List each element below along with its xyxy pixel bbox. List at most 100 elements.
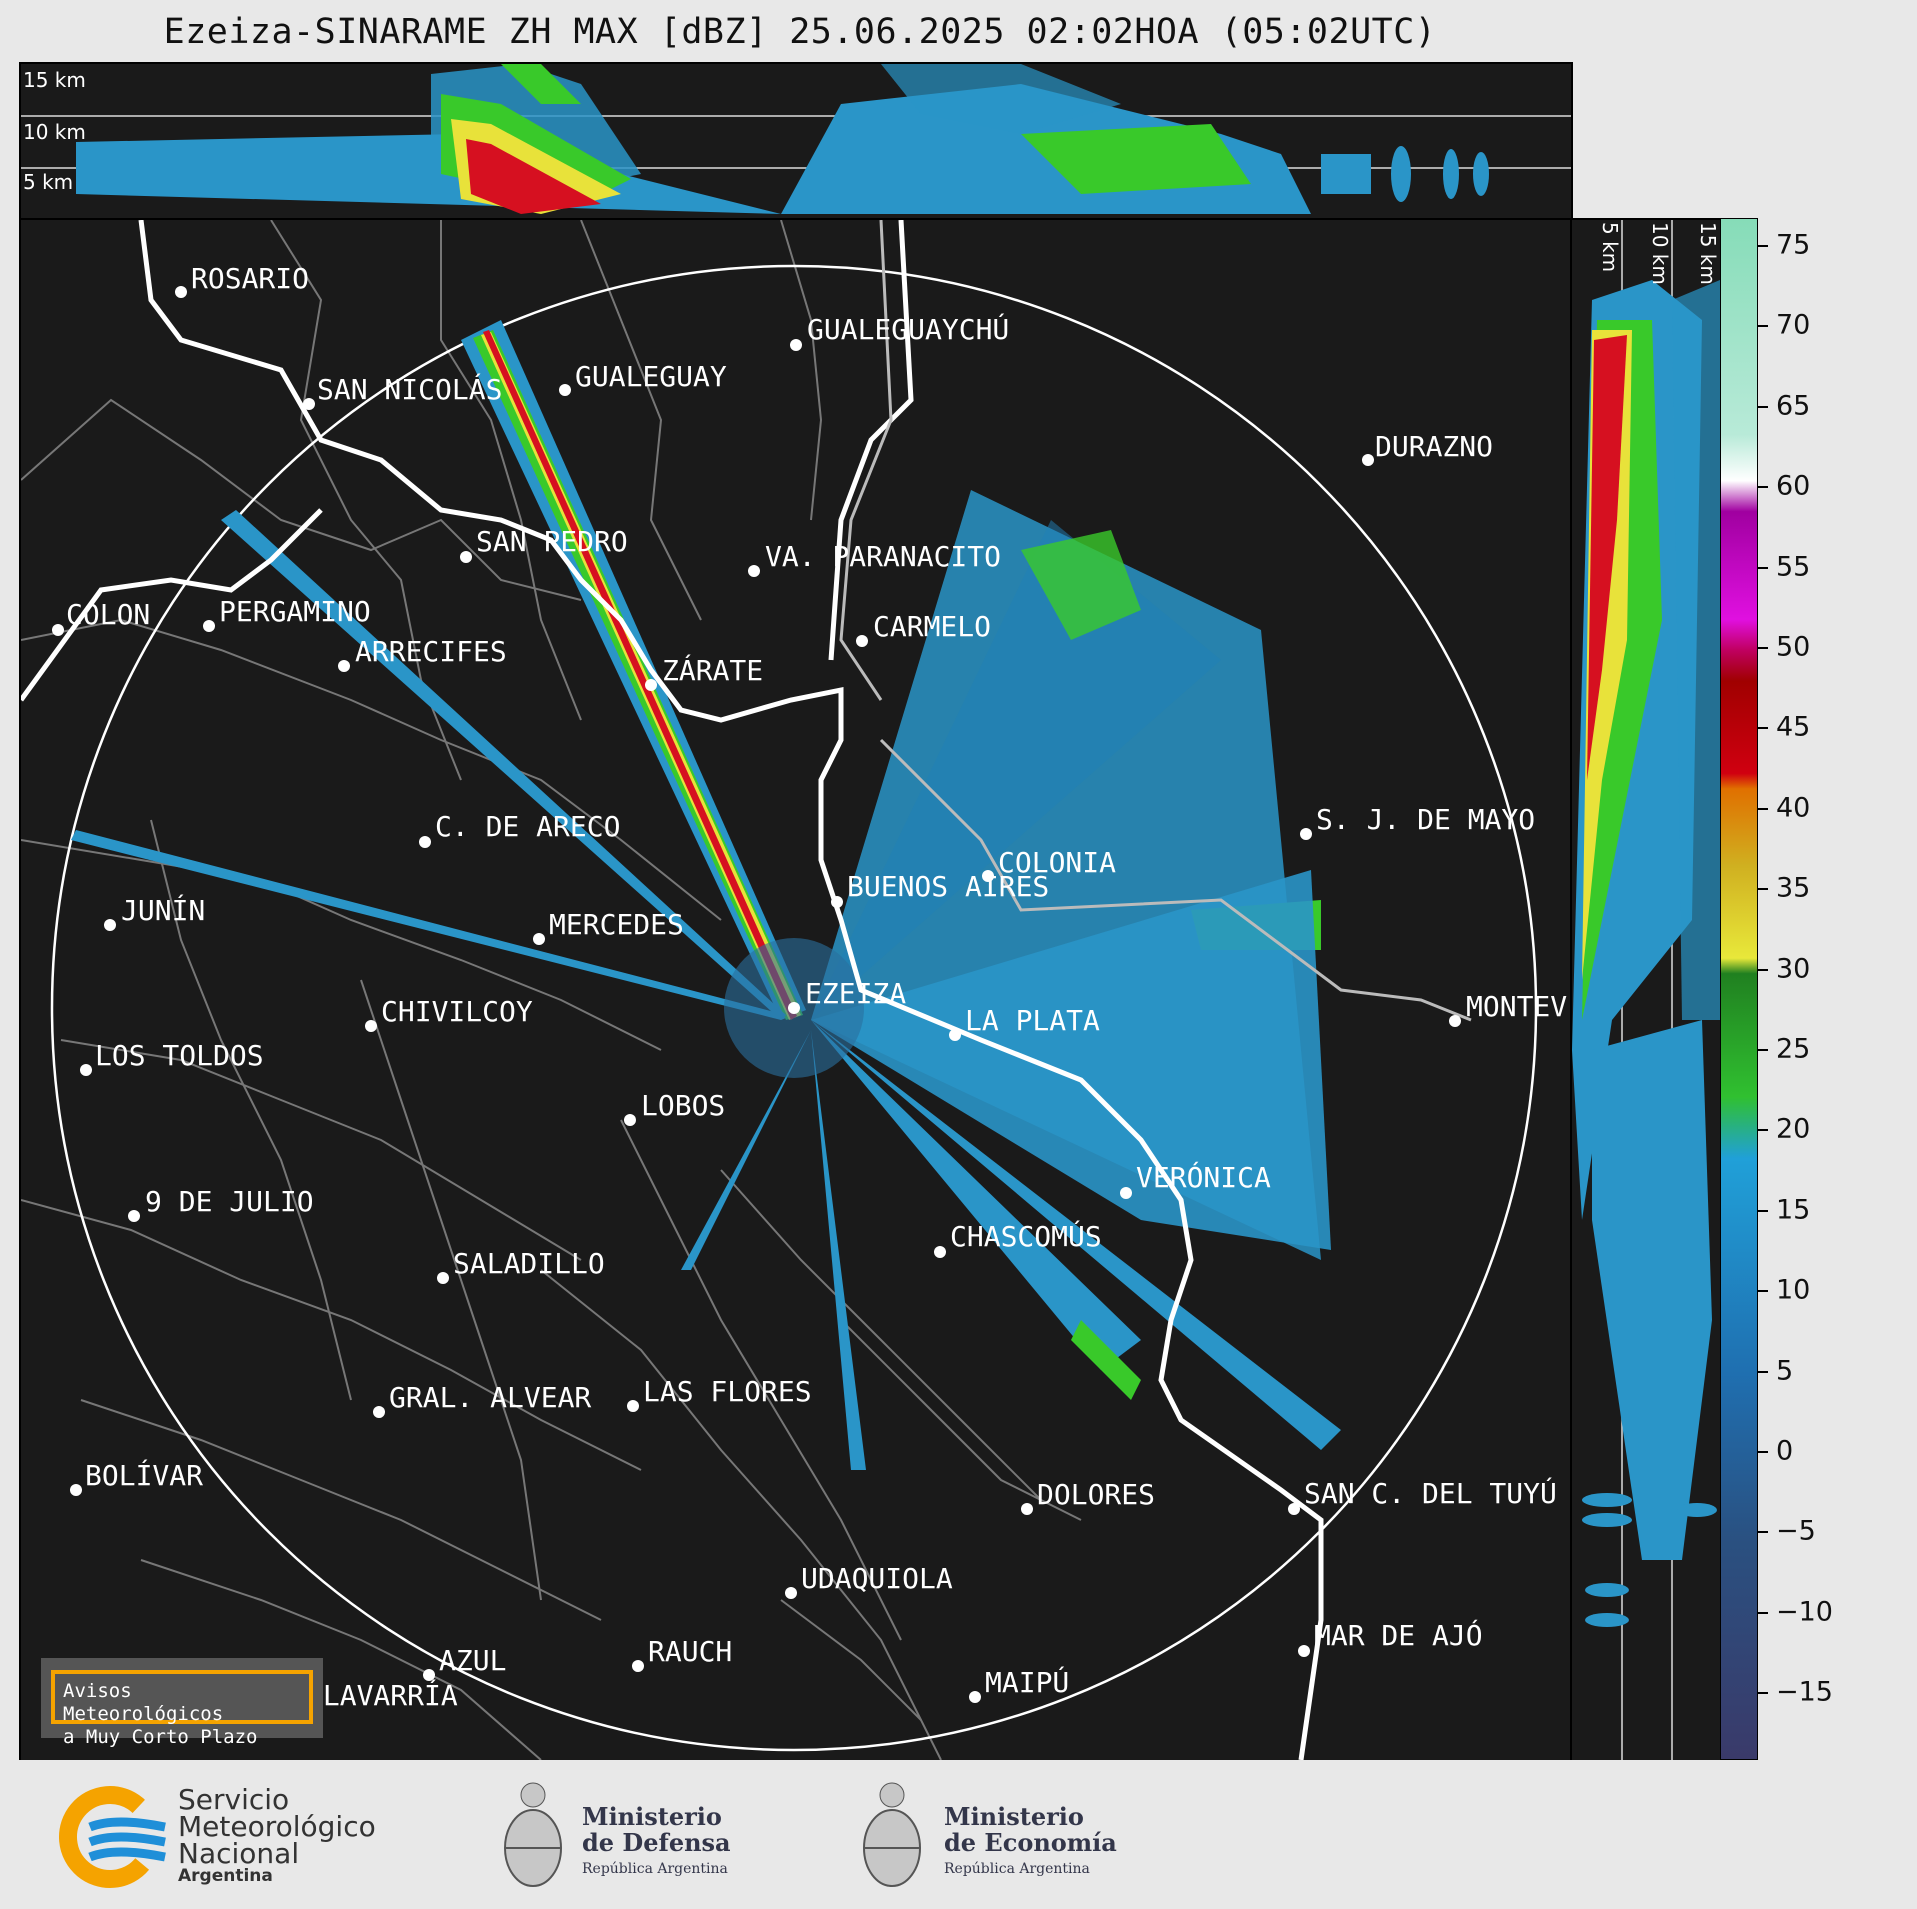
- smn-line2: Meteorológico: [178, 1810, 376, 1843]
- city-dot-arrecifes: [338, 660, 350, 672]
- city-label-udaquiola: UDAQUIOLA: [801, 1562, 953, 1595]
- warning-line1: Avisos Meteorológicos: [63, 1680, 224, 1725]
- economia-line3: República Argentina: [944, 1861, 1090, 1877]
- colorbar-tick-label: 50: [1776, 631, 1811, 663]
- city-dot-gualeguay: [559, 384, 571, 396]
- city-label-dolores: DOLORES: [1037, 1478, 1156, 1511]
- city-dot-maip: [969, 1691, 981, 1703]
- colorbar-tick-label: 30: [1776, 953, 1811, 985]
- city-label-gral-alvear: GRAL. ALVEAR: [389, 1381, 592, 1414]
- economia-line2: de Economía: [944, 1828, 1117, 1857]
- colorbar-tick-label: −10: [1776, 1596, 1833, 1628]
- colorbar-tick-label: 10: [1776, 1274, 1811, 1306]
- city-label-arrecifes: ARRECIFES: [355, 635, 507, 668]
- city-label-9-de-julio: 9 DE JULIO: [145, 1185, 314, 1218]
- city-dot-jun-n: [104, 919, 116, 931]
- smn-line3: Nacional: [178, 1837, 300, 1870]
- city-dot-z-rate: [645, 679, 657, 691]
- city-label-olavarr-a: OLAVARRÍA: [306, 1679, 458, 1712]
- colorbar-tick-mark: [1758, 245, 1768, 247]
- city-dot-pergamino: [203, 620, 215, 632]
- colorbar-tick-label: 45: [1776, 711, 1811, 743]
- city-label-durazno: DURAZNO: [1375, 430, 1494, 463]
- city-label-la-plata: LA PLATA: [965, 1004, 1100, 1037]
- colorbar-tick-mark: [1758, 1531, 1768, 1534]
- footer-logos: Servicio Meteorológico Nacional Argentin…: [0, 1760, 1917, 1909]
- colorbar-tick-label: −5: [1776, 1515, 1816, 1547]
- city-dot-azul: [423, 1669, 435, 1681]
- city-dot-colon: [52, 624, 64, 636]
- side-height-label-15km: 15 km: [1696, 222, 1720, 285]
- colorbar-tick-mark: [1758, 807, 1768, 810]
- height-label-5km: 5 km: [23, 170, 74, 194]
- colorbar-tick-mark: [1758, 727, 1768, 730]
- coat-of-arms-icon-economia: [863, 1782, 921, 1887]
- city-dot-colonia: [982, 870, 994, 882]
- radar-map-svg: [21, 220, 1538, 1760]
- city-dot-durazno: [1362, 454, 1374, 466]
- city-dot-chivilcoy: [365, 1020, 377, 1032]
- colorbar-tick-mark: [1758, 1611, 1768, 1614]
- city-label-z-rate: ZÁRATE: [662, 654, 764, 687]
- city-label-colon: COLON: [66, 598, 151, 631]
- city-label-ver-nica: VERÓNICA: [1136, 1161, 1271, 1194]
- colorbar-tick-label: 65: [1776, 390, 1811, 422]
- colorbar-tick-mark: [1758, 1370, 1768, 1373]
- defensa-line2: de Defensa: [582, 1828, 731, 1857]
- city-label-s-j-de-mayo: S. J. DE MAYO: [1316, 803, 1536, 836]
- radar-echoes: [71, 320, 1341, 1470]
- city-label-las-flores: LAS FLORES: [643, 1375, 812, 1408]
- colorbar-tick-label: 25: [1776, 1033, 1811, 1065]
- city-label-saladillo: SALADILLO: [453, 1247, 605, 1280]
- warning-line2: a Muy Corto Plazo: [63, 1725, 258, 1748]
- city-dot-saladillo: [437, 1272, 449, 1284]
- city-label-rosario: ROSARIO: [191, 262, 310, 295]
- city-dot-carmelo: [856, 635, 868, 647]
- colorbar-tick-mark: [1758, 1290, 1768, 1293]
- colorbar-tick-label: 0: [1776, 1435, 1794, 1467]
- city-dot-mercedes: [533, 933, 545, 945]
- colorbar-tick-mark: [1758, 888, 1768, 891]
- city-label-chivilcoy: CHIVILCOY: [381, 995, 533, 1028]
- city-label-jun-n: JUNÍN: [121, 894, 206, 927]
- city-dot-rauch: [632, 1660, 644, 1672]
- coastline: [21, 220, 1324, 1760]
- city-dot-los-toldos: [80, 1064, 92, 1076]
- city-dot-las-flores: [627, 1400, 639, 1412]
- colorbar-tick-label: 70: [1776, 309, 1811, 341]
- colorbar-tick-mark: [1758, 1209, 1768, 1212]
- city-label-bol-var: BOLÍVAR: [85, 1459, 204, 1492]
- city-dot-montev: [1449, 1015, 1461, 1027]
- city-label-san-pedro: SAN PEDRO: [476, 525, 628, 558]
- city-label-san-c-del-tuy: SAN C. DEL TUYÚ: [1304, 1477, 1557, 1510]
- top-height-section: 15 km 10 km 5 km: [19, 62, 1573, 220]
- colorbar-tick-label: −15: [1776, 1676, 1833, 1708]
- city-dot-buenos-aires: [831, 896, 843, 908]
- colorbar-tick-label: 5: [1776, 1355, 1794, 1387]
- rivers: [839, 220, 1472, 1022]
- city-label-azul: AZUL: [439, 1644, 507, 1677]
- smn-logo-icon: [59, 1786, 166, 1888]
- city-dot-la-plata: [949, 1029, 961, 1041]
- city-dot-s-j-de-mayo: [1300, 828, 1312, 840]
- colorbar-tick-mark: [1758, 1129, 1768, 1132]
- radar-map: ROSARIO GUALEGUAYCHÚ GUALEGUAY SAN NICOLÁS D…: [19, 218, 1573, 1762]
- economia-line1: Ministerio: [944, 1802, 1084, 1831]
- colorbar-tick-mark: [1758, 1451, 1768, 1453]
- city-label-va-paranacito: VA. PARANACITO: [765, 540, 1002, 573]
- side-height-label-5km: 5 km: [1598, 222, 1622, 273]
- side-height-label-10km: 10 km: [1648, 222, 1672, 285]
- colorbar-tick-label: 60: [1776, 470, 1811, 502]
- colorbar-tick-label: 55: [1776, 551, 1811, 583]
- city-dot-san-c-del-tuy: [1288, 1503, 1300, 1515]
- range-ring: [50, 264, 1538, 1752]
- city-dot-c-de-areco: [419, 836, 431, 848]
- city-dot-gral-alvear: [373, 1406, 385, 1418]
- city-label-buenos-aires: BUENOS AIRES: [847, 870, 1050, 903]
- colorbar-tick-mark: [1758, 566, 1768, 569]
- city-dot-udaquiola: [785, 1587, 797, 1599]
- colorbar-tick-label: 75: [1776, 229, 1811, 261]
- city-dot-va-paranacito: [748, 565, 760, 577]
- city-label-gualeguaych: GUALEGUAYCHÚ: [807, 313, 1010, 346]
- warning-box[interactable]: Avisos Meteorológicos a Muy Corto Plazo: [41, 1658, 323, 1748]
